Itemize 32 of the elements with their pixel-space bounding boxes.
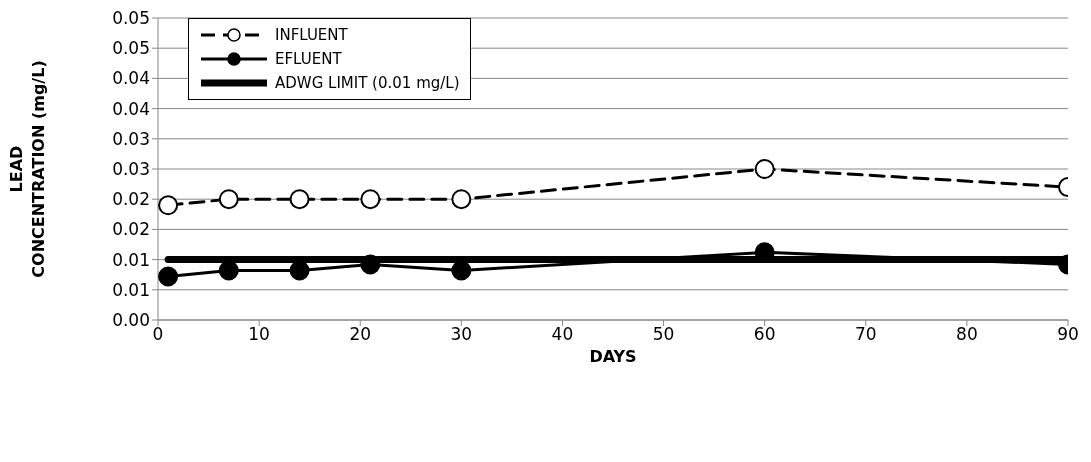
x-tick-label: 60 xyxy=(753,324,776,345)
y-tick-label: 0.04 xyxy=(112,68,150,89)
y-tick-label: 0.02 xyxy=(112,189,150,210)
point xyxy=(218,189,239,210)
x-tick-label: 20 xyxy=(349,324,372,345)
x-tick-label: 70 xyxy=(854,324,877,345)
point xyxy=(451,189,472,210)
point xyxy=(289,189,310,210)
legend-label: ADWG LIMIT (0.01 mg/L) xyxy=(275,74,460,92)
legend-label: EFLUENT xyxy=(275,50,342,68)
y-tick-label: 0.01 xyxy=(112,279,150,300)
y-tick-label: 0.03 xyxy=(112,128,150,149)
x-tick-label: 80 xyxy=(956,324,978,345)
x-tick-label: 50 xyxy=(652,324,675,345)
y-tick-label: 0.05 xyxy=(112,38,150,59)
x-tick-label: 0 xyxy=(152,324,164,345)
y-tick-label: 0.04 xyxy=(112,98,150,119)
y-tick-label: 0.05 xyxy=(112,8,150,29)
y-tick-label: 0.01 xyxy=(112,249,150,270)
y-axis-title: LEAD CONCENTRATION (mg/L) xyxy=(7,60,48,278)
point xyxy=(754,159,775,179)
point xyxy=(360,189,381,210)
x-tick-label: 30 xyxy=(450,324,473,345)
x-tick-label: 40 xyxy=(551,324,574,345)
x-axis-title: DAYS xyxy=(589,347,637,366)
y-tick-label: 0.02 xyxy=(112,219,150,240)
point xyxy=(158,195,179,216)
legend-label: INFLUENT xyxy=(275,26,348,44)
x-tick-label: 90 xyxy=(1057,324,1079,345)
y-tick-label: 0.00 xyxy=(112,310,150,331)
x-tick-label: 10 xyxy=(248,324,270,345)
y-tick-label: 0.03 xyxy=(112,159,150,180)
